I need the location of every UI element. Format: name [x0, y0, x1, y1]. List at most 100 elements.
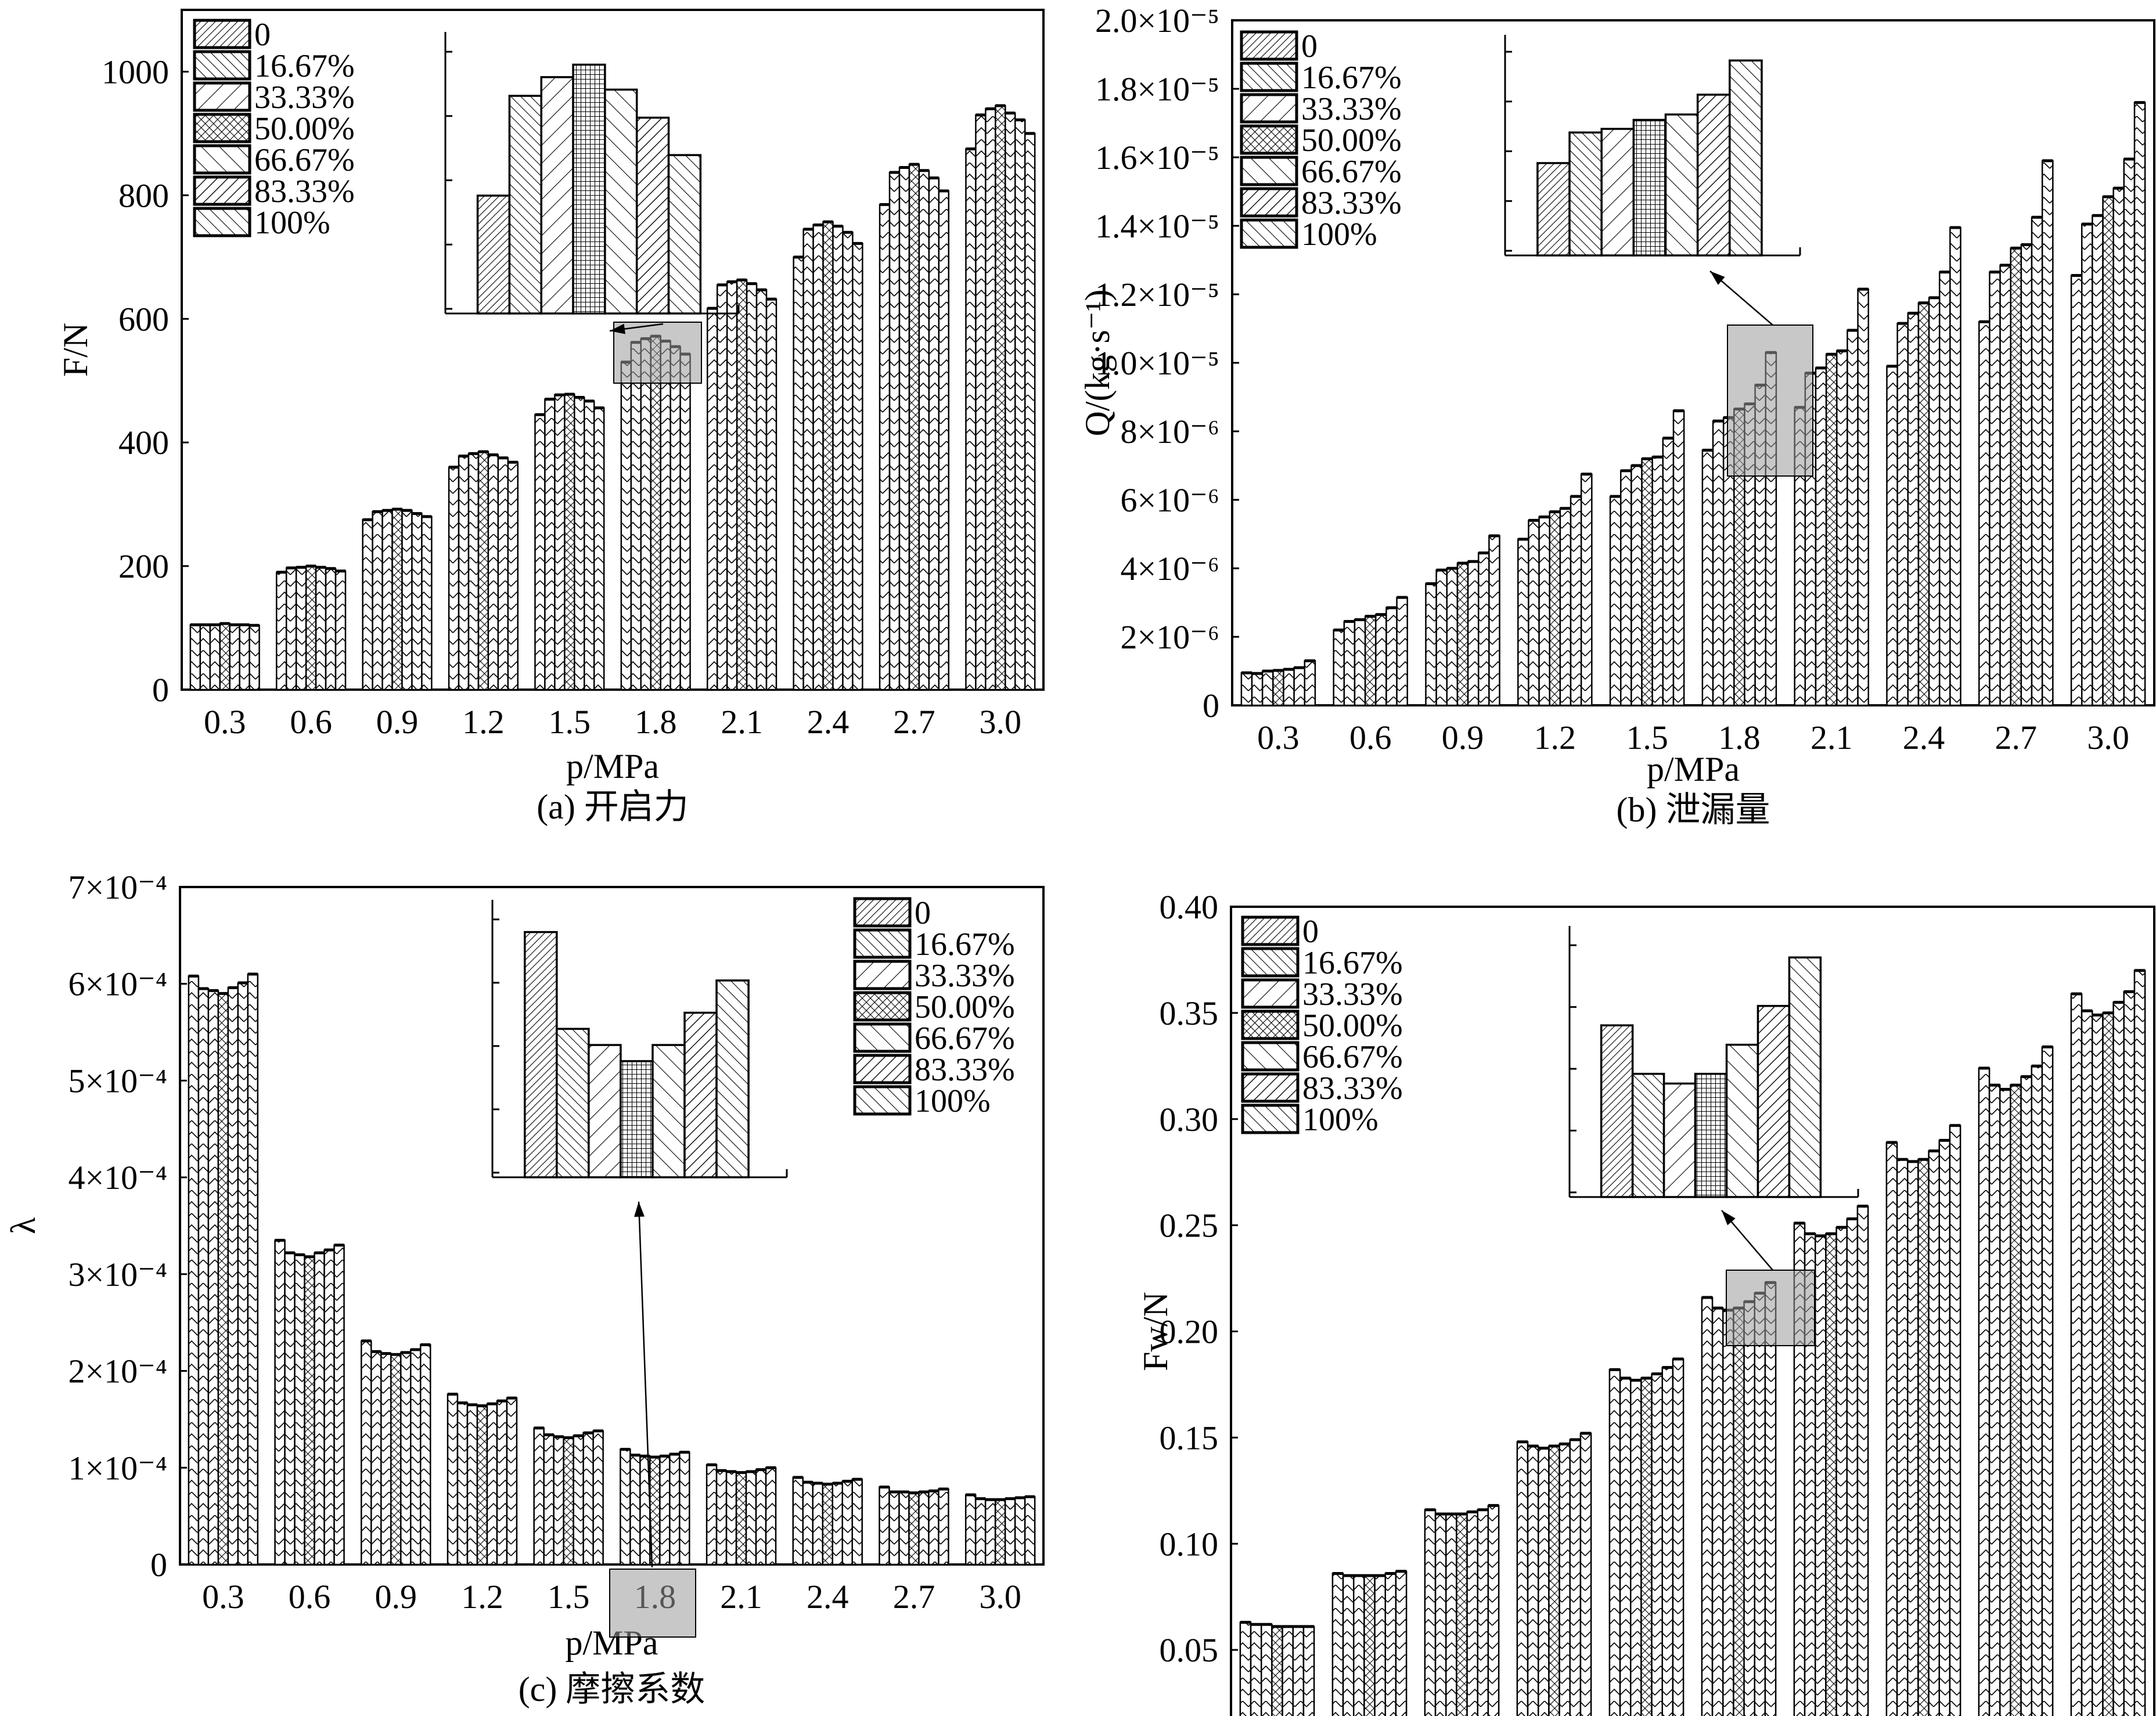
inset-bar-66.67%	[652, 1044, 686, 1178]
legend-swatch-66.67%	[1241, 1041, 1300, 1072]
bar-2.7-0	[1978, 1067, 1991, 1716]
bar-0.9-100%	[419, 1344, 431, 1566]
bar-2.1-50.00%	[1825, 1233, 1837, 1716]
bar-2.4-33.33%	[1906, 1160, 1919, 1716]
bar-3.0-83.33%	[1014, 1497, 1026, 1566]
bar-2.1-100%	[1856, 1205, 1869, 1716]
inset-bar-83.33%	[635, 116, 670, 315]
bars	[1239, 969, 2146, 1716]
bar-1.5-16.67%	[1619, 1377, 1632, 1716]
plot-frame	[181, 9, 1045, 691]
bar-1.2-16.67%	[1528, 520, 1540, 706]
bar-0.9-0	[361, 1340, 372, 1566]
y-tick-label: 2×10⁻⁴	[68, 1353, 167, 1390]
bar-2.4-83.33%	[1938, 1140, 1951, 1716]
bar-0.9-0	[1424, 1509, 1437, 1716]
y-tick-label: 2×10⁻⁶	[1120, 618, 1219, 656]
bar-3.0-83.33%	[2123, 158, 2136, 706]
inset-bar-100%	[1788, 956, 1822, 1198]
bar-0.3-16.67%	[199, 623, 211, 691]
x-tick-label: 0.3	[1257, 719, 1300, 756]
bar-1.2-83.33%	[1569, 1439, 1582, 1716]
bar-1.5-16.67%	[1619, 470, 1632, 706]
bar-2.1-33.33%	[1815, 367, 1827, 706]
y-tick-label: 0	[150, 1546, 167, 1584]
y-axis-title: Fw/N	[1136, 1292, 1175, 1371]
x-tick-label: 2.4	[1903, 719, 1945, 756]
bar-2.7-16.67%	[1989, 271, 2001, 706]
bar-1.5-0	[533, 1427, 545, 1566]
inset-arrow-head	[634, 1202, 645, 1217]
bar-1.8-0	[620, 1448, 631, 1566]
bar-1.2-0	[447, 1393, 459, 1566]
bar-2.4-33.33%	[812, 224, 824, 691]
inset-bar-16.67%	[508, 95, 542, 315]
bar-2.1-50.00%	[735, 1472, 747, 1566]
bar-2.4-50.00%	[822, 1483, 833, 1566]
bar-1.2-66.67%	[486, 1403, 498, 1566]
legend-label: 66.67%	[254, 142, 355, 178]
bar-0.6-83.33%	[323, 1249, 335, 1566]
y-tick-label: 7×10⁻⁴	[68, 868, 167, 906]
bar-1.8-66.67%	[1743, 1301, 1756, 1716]
inset-bar-66.67%	[1664, 113, 1699, 257]
chart-caption: (c) 摩擦系数	[519, 1670, 706, 1708]
inset-bar-83.33%	[1757, 1005, 1791, 1198]
bar-1.5-100%	[592, 1430, 604, 1566]
bar-0.3-50.00%	[1271, 1625, 1283, 1716]
legend-swatch-66.67%	[853, 1022, 912, 1053]
bar-1.2-66.67%	[1559, 507, 1572, 706]
legend-label: 33.33%	[254, 80, 355, 116]
legend-label: 16.67%	[254, 48, 355, 84]
bar-0.9-33.33%	[380, 1353, 392, 1566]
bar-3.0-0	[2070, 993, 2083, 1716]
bar-2.4-0	[793, 256, 804, 691]
legend-label: 66.67%	[915, 1021, 1015, 1057]
inset-bar-50.00%	[1694, 1073, 1728, 1198]
bar-1.2-16.67%	[1527, 1445, 1539, 1716]
bar-2.1-33.33%	[1814, 1235, 1827, 1716]
inset-bar-50.00%	[1632, 118, 1667, 257]
bars	[1240, 101, 2146, 706]
bar-1.2-0	[1516, 1441, 1529, 1716]
bar-1.2-0	[448, 466, 460, 691]
legend: 016.67%33.33%50.00%66.67%83.33%100%	[853, 895, 1015, 1119]
bar-1.8-33.33%	[640, 338, 652, 691]
chart-caption: (a) 开启力	[537, 788, 689, 826]
chart-panel-d: 0.30.60.91.21.51.82.12.42.73.000.050.100…	[1136, 888, 2155, 1716]
bar-2.1-83.33%	[1847, 329, 1859, 706]
bar-0.9-50.00%	[1456, 562, 1469, 706]
bar-0.6-50.00%	[305, 565, 317, 691]
bar-3.0-100%	[2133, 969, 2146, 1716]
bar-0.9-16.67%	[1434, 1513, 1447, 1716]
bar-3.0-50.00%	[2102, 196, 2114, 706]
inset-bar-16.67%	[1568, 131, 1603, 257]
legend-swatch-33.33%	[193, 81, 251, 112]
bar-3.0-66.67%	[2112, 1001, 2125, 1716]
bar-1.2-50.00%	[476, 1405, 488, 1566]
bar-0.9-16.67%	[370, 1350, 382, 1566]
bar-3.0-50.00%	[994, 1499, 1006, 1566]
bar-1.8-0	[620, 361, 632, 691]
bar-0.6-66.67%	[314, 1252, 325, 1566]
bar-1.5-83.33%	[582, 1432, 594, 1566]
legend-label: 16.67%	[1301, 60, 1402, 96]
bar-2.1-50.00%	[1825, 354, 1838, 706]
legend-label: 83.33%	[1301, 185, 1402, 221]
bar-3.0-16.67%	[974, 1498, 987, 1566]
inset-bar-66.67%	[1725, 1043, 1759, 1198]
bar-1.8-83.33%	[669, 1453, 681, 1566]
bar-1.2-33.33%	[1537, 1447, 1550, 1716]
bar-2.7-66.67%	[2020, 244, 2033, 706]
bar-1.5-33.33%	[1631, 464, 1643, 706]
bar-3.0-66.67%	[1004, 1498, 1016, 1566]
x-tick-label: 3.0	[980, 703, 1022, 741]
bar-0.3-50.00%	[219, 622, 231, 691]
bar-2.4-33.33%	[1907, 312, 1920, 706]
bar-2.1-100%	[1857, 288, 1869, 706]
bar-0.6-16.67%	[285, 567, 297, 691]
legend-swatch-0	[1240, 30, 1298, 61]
bar-2.1-66.67%	[746, 283, 758, 691]
inset-chart	[1504, 35, 1801, 257]
bar-2.1-50.00%	[736, 279, 748, 691]
